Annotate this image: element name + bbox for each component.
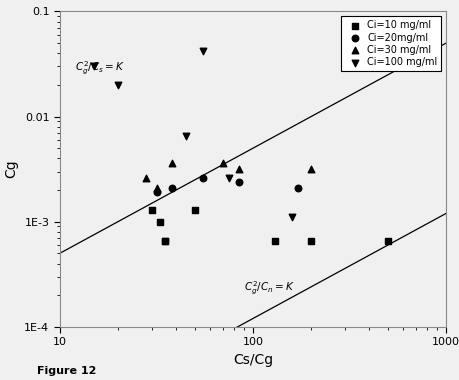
Text: $C_g^2/C_n=K$: $C_g^2/C_n=K$: [244, 280, 294, 297]
Ci=100 mg/ml: [90, 63, 97, 70]
Text: $C_g^2/C_s=K$: $C_g^2/C_s=K$: [75, 59, 125, 76]
Ci=30 mg/ml: [307, 166, 314, 172]
Ci=10 mg/ml: [161, 238, 168, 244]
Ci=20mg/ml: [168, 185, 175, 191]
Ci=100 mg/ml: [114, 82, 121, 88]
Ci=100 mg/ml: [182, 133, 189, 139]
Ci=10 mg/ml: [271, 238, 278, 244]
Ci=20mg/ml: [293, 185, 301, 191]
Ci=100 mg/ml: [225, 175, 232, 181]
Ci=30 mg/ml: [219, 160, 226, 166]
Ci=30 mg/ml: [142, 175, 150, 181]
Ci=30 mg/ml: [235, 166, 242, 172]
Ci=10 mg/ml: [156, 218, 163, 225]
X-axis label: Cs/Cg: Cs/Cg: [232, 353, 273, 367]
Ci=100 mg/ml: [288, 214, 296, 220]
Ci=10 mg/ml: [161, 238, 168, 244]
Ci=30 mg/ml: [168, 160, 175, 166]
Y-axis label: Cg: Cg: [5, 160, 19, 179]
Ci=10 mg/ml: [191, 207, 198, 213]
Ci=10 mg/ml: [384, 238, 391, 244]
Ci=10 mg/ml: [148, 207, 155, 213]
Ci=100 mg/ml: [199, 48, 206, 54]
Ci=30 mg/ml: [153, 185, 161, 191]
Ci=20mg/ml: [153, 189, 161, 195]
Text: Figure 12: Figure 12: [37, 366, 96, 376]
Ci=10 mg/ml: [307, 238, 314, 244]
Ci=20mg/ml: [199, 175, 206, 181]
Ci=20mg/ml: [235, 179, 242, 185]
Legend: Ci=10 mg/ml, Ci=20mg/ml, Ci=30 mg/ml, Ci=100 mg/ml: Ci=10 mg/ml, Ci=20mg/ml, Ci=30 mg/ml, Ci…: [340, 16, 440, 71]
